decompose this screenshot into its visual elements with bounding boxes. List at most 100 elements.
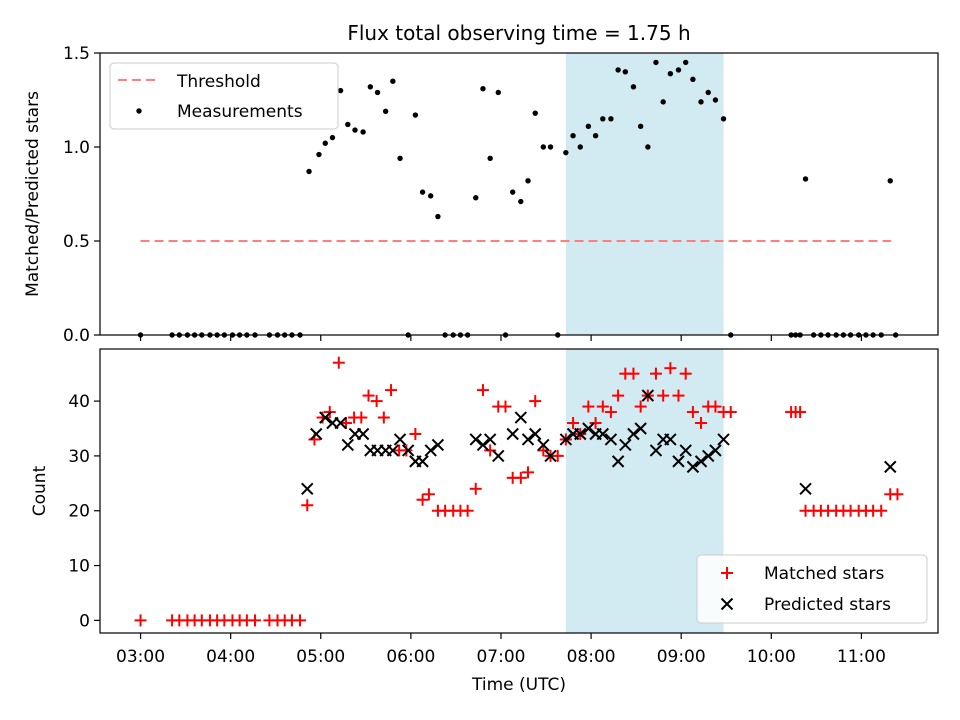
bottom-y-axis-label: Count <box>30 465 50 516</box>
measurement-point <box>532 110 538 116</box>
measurement-point <box>705 89 711 96</box>
measurement-point <box>698 99 704 105</box>
predicted-star-point <box>627 427 640 441</box>
legend-predicted-label: Predicted stars <box>764 595 891 615</box>
matched-star-point <box>377 411 390 424</box>
measurement-point <box>570 133 576 139</box>
measurement-point <box>390 78 396 84</box>
measurement-point <box>525 178 531 184</box>
measurement-point <box>473 195 479 201</box>
predicted-star-point <box>401 444 415 457</box>
measurement-point <box>690 76 696 83</box>
legend-threshold-label: Threshold <box>176 72 261 92</box>
bottom-ytick-label: 10 <box>68 557 90 577</box>
matched-star-point <box>422 488 435 501</box>
matched-star-point <box>370 395 383 408</box>
legend-predicted-swatch <box>720 597 734 611</box>
predicted-star-point <box>611 455 625 468</box>
predicted-star-point <box>334 416 347 430</box>
predicted-star-point <box>514 411 528 424</box>
predicted-star-point <box>702 449 715 463</box>
measurement-point <box>645 144 651 150</box>
top-legend-box <box>109 62 339 130</box>
xtick-label: 11:00 <box>837 647 886 667</box>
top-legend: Threshold Measurements <box>109 62 339 130</box>
legend-matched-label: Matched stars <box>764 564 884 584</box>
predicted-star-point <box>301 482 314 496</box>
measurement-point <box>329 134 336 141</box>
predicted-star-point <box>483 433 497 446</box>
matched-star-point <box>709 400 722 413</box>
matched-star-point <box>612 389 625 402</box>
predicted-star-point <box>341 438 355 452</box>
predicted-star-point <box>720 597 734 611</box>
matched-star-point <box>589 417 602 430</box>
predicted-star-point <box>319 411 332 424</box>
matched-star-point <box>461 504 474 517</box>
predicted-star-point <box>492 449 505 463</box>
measurement-point <box>419 189 426 195</box>
matched-star-point <box>604 406 617 419</box>
predicted-star-point <box>476 438 490 452</box>
predicted-star-point <box>604 433 618 446</box>
top-axes-frame <box>99 52 939 336</box>
legend-measurements-swatch <box>136 108 142 114</box>
matched-star-point <box>362 389 375 402</box>
bottom-legend-box <box>696 554 928 624</box>
measurement-point <box>306 168 312 175</box>
matched-star-point <box>679 367 692 380</box>
measurement-point <box>495 89 501 96</box>
top-ytick-label: 1.0 <box>63 138 90 158</box>
matched-star-point <box>537 444 550 457</box>
predicted-star-point <box>386 444 400 457</box>
measurement-point <box>518 198 524 205</box>
measurement-point <box>427 193 434 199</box>
measurement-point <box>630 84 637 90</box>
xtick-label: 08:00 <box>567 647 616 667</box>
figure-title: Flux total observing time = 1.75 h <box>347 21 690 45</box>
legend-measurements-label: Measurements <box>177 102 303 122</box>
matched-star-point <box>875 504 888 517</box>
legend-matched-swatch <box>721 567 733 579</box>
xtick-label: 06:00 <box>386 647 435 667</box>
xtick-label: 10:00 <box>747 647 796 667</box>
bottom-panel: 0 10 20 30 40 03:00 04:00 05:00 06:00 07:00 08:00… <box>30 348 939 695</box>
bottom-legend: Matched stars Predicted stars <box>696 554 928 624</box>
predicted-star-point <box>634 422 647 435</box>
predicted-star-point <box>521 433 535 446</box>
matched-star-point <box>522 466 535 479</box>
predicted-star-point <box>672 455 685 468</box>
measurement-point <box>337 87 344 94</box>
xtick-label: 09:00 <box>657 647 706 667</box>
matched-star-point <box>476 384 489 397</box>
measurement-point <box>682 59 689 66</box>
predicted-star-point <box>694 455 708 468</box>
matched-star-point <box>567 417 580 430</box>
matched-star-point <box>657 389 670 402</box>
top-panel: 0.0 0.5 1.0 1.5 Matched/Predicted stars Thr… <box>23 44 939 346</box>
measurement-point <box>352 127 358 133</box>
measurement-point <box>577 144 583 150</box>
predicted-star-point <box>310 427 323 441</box>
measurement-point <box>637 123 644 130</box>
top-ytick-label: 0.5 <box>63 232 90 252</box>
matched-star-point <box>134 614 147 627</box>
measurement-point <box>563 149 569 156</box>
matched-star-point <box>355 411 368 424</box>
bottom-axes-frame <box>99 348 939 634</box>
bottom-ytick-label: 0 <box>79 611 90 631</box>
measurement-point <box>397 155 403 161</box>
predicted-star-point <box>574 427 587 441</box>
matched-star-point <box>484 444 497 457</box>
matched-star-point <box>634 400 647 413</box>
matched-star-point <box>409 427 422 440</box>
measurement-point <box>435 213 441 220</box>
measurement-point <box>653 59 659 66</box>
matched-star-point <box>416 493 429 506</box>
matched-star-point <box>248 614 261 627</box>
predicted-star-point <box>717 433 730 446</box>
xtick-label: 04:00 <box>206 647 255 667</box>
matched-star-point <box>627 367 640 380</box>
measurement-point <box>367 84 374 90</box>
